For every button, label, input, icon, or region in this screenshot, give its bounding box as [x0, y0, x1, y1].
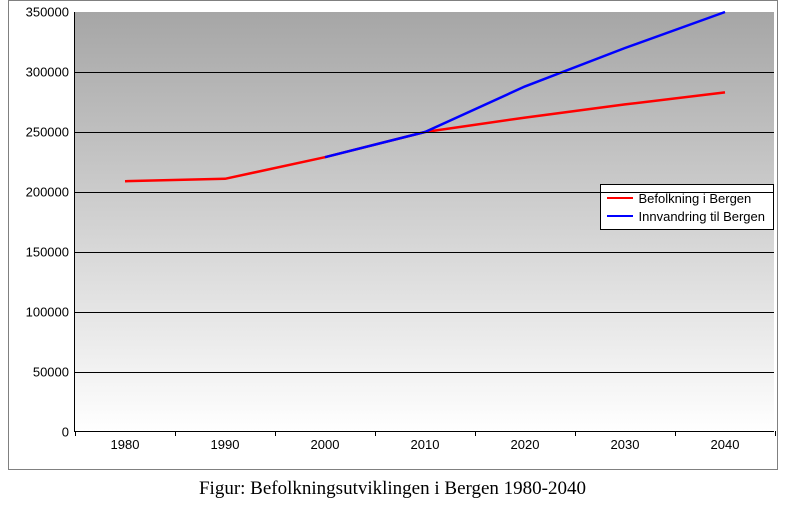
y-tick-label: 300000: [26, 65, 69, 80]
legend-swatch: [607, 197, 633, 199]
figure: Befolkning i BergenInnvandring til Berge…: [0, 0, 785, 508]
x-tick-mark: [575, 431, 576, 436]
x-tick-label: 2030: [611, 437, 640, 452]
x-tick-mark: [275, 431, 276, 436]
x-tick-label: 1990: [211, 437, 240, 452]
x-tick-mark: [75, 431, 76, 436]
x-tick-label: 2020: [511, 437, 540, 452]
legend-swatch: [607, 215, 633, 217]
y-tick-label: 0: [62, 425, 69, 440]
series-line: [125, 92, 725, 181]
plot-area: Befolkning i BergenInnvandring til Berge…: [74, 12, 774, 432]
y-tick-label: 50000: [33, 365, 69, 380]
x-tick-mark: [375, 431, 376, 436]
gridline: [75, 252, 774, 253]
y-tick-label: 200000: [26, 185, 69, 200]
gridline: [75, 72, 774, 73]
y-tick-label: 250000: [26, 125, 69, 140]
x-tick-mark: [775, 431, 776, 436]
y-tick-label: 350000: [26, 5, 69, 20]
series-line: [325, 12, 725, 157]
x-tick-label: 2010: [411, 437, 440, 452]
figure-caption: Figur: Befolkningsutviklingen i Bergen 1…: [0, 478, 785, 500]
chart-outer: Befolkning i BergenInnvandring til Berge…: [8, 0, 778, 470]
gridline: [75, 132, 774, 133]
x-tick-mark: [675, 431, 676, 436]
gridline: [75, 192, 774, 193]
x-tick-mark: [475, 431, 476, 436]
x-tick-label: 2000: [311, 437, 340, 452]
legend-label: Innvandring til Bergen: [639, 209, 765, 224]
gridline: [75, 312, 774, 313]
x-tick-label: 1980: [111, 437, 140, 452]
x-tick-label: 2040: [711, 437, 740, 452]
y-tick-label: 100000: [26, 305, 69, 320]
x-tick-mark: [175, 431, 176, 436]
y-tick-label: 150000: [26, 245, 69, 260]
legend-item: Innvandring til Bergen: [607, 207, 765, 225]
gridline: [75, 372, 774, 373]
